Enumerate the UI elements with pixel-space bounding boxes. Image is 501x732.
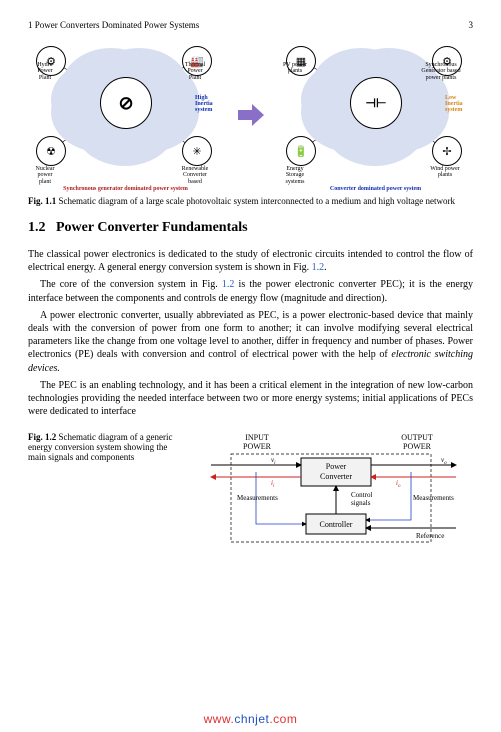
svg-text:io: io: [396, 479, 401, 489]
system-label-left: Synchronous generator dominated power sy…: [28, 186, 223, 192]
node-label: RenewableConverterbased: [174, 166, 216, 185]
running-head: 1 Power Converters Dominated Power Syste…: [28, 20, 473, 30]
node-label: ThermalPowerPlant: [174, 62, 216, 81]
center-node-right: ⊣⊢: [350, 77, 402, 129]
inertia-label-left: High Inertia system: [195, 95, 225, 113]
paragraph: The core of the conversion system in Fig…: [28, 278, 473, 304]
node-icon: ✳: [182, 136, 212, 166]
svg-text:POWER: POWER: [243, 442, 272, 451]
svg-text:Control: Control: [351, 491, 372, 499]
center-node-left: ⊘: [100, 77, 152, 129]
svg-text:ii: ii: [271, 479, 275, 489]
inertia-label-right: Low Inertia system: [445, 95, 475, 113]
node-icon: ☢: [36, 136, 66, 166]
svg-text:Measurements: Measurements: [413, 494, 454, 502]
svg-text:Measurements: Measurements: [237, 494, 278, 502]
watermark: www.chnjet.com: [0, 712, 501, 726]
node-label: SynchronousGenerator basedpower plants: [420, 62, 462, 81]
node-label: Wind powerplants: [424, 166, 466, 179]
svg-text:INPUT: INPUT: [245, 433, 269, 442]
svg-text:Power: Power: [325, 462, 346, 471]
svg-text:signals: signals: [351, 499, 371, 507]
svg-text:Converter: Converter: [320, 472, 352, 481]
svg-text:POWER: POWER: [403, 442, 432, 451]
fig1-left-diagram: ⊘ High Inertia system Synchronous genera…: [28, 40, 223, 190]
svg-text:OUTPUT: OUTPUT: [401, 433, 433, 442]
node-label: HydroPowerPlant: [24, 62, 66, 81]
figure-1-1: ⊘ High Inertia system Synchronous genera…: [28, 40, 473, 190]
node-icon: ✢: [432, 136, 462, 166]
figure-1-2-diagram: INPUT POWER OUTPUT POWER Power Converter…: [188, 432, 473, 547]
transition-arrow-icon: [236, 100, 266, 130]
paragraph: The PEC is an enabling technology, and i…: [28, 379, 473, 419]
node-label: Nuclearpowerplant: [24, 166, 66, 185]
figure-1-1-caption: Fig. 1.1 Schematic diagram of a large sc…: [28, 196, 473, 206]
paragraph: The classical power electronics is dedic…: [28, 248, 473, 274]
body-text: The classical power electronics is dedic…: [28, 248, 473, 418]
system-label-right: Converter dominated power system: [278, 186, 473, 192]
svg-text:Reference: Reference: [416, 532, 444, 540]
node-label: EnergyStoragesystems: [274, 166, 316, 185]
figure-1-2: Fig. 1.2 Schematic diagram of a generic …: [28, 432, 473, 547]
node-label: PV powerplants: [274, 62, 316, 75]
node-icon: 🔋: [286, 136, 316, 166]
figure-1-2-caption: Fig. 1.2 Schematic diagram of a generic …: [28, 432, 178, 547]
svg-text:Controller: Controller: [319, 520, 352, 529]
runhead-left: 1 Power Converters Dominated Power Syste…: [28, 20, 199, 30]
paragraph: A power electronic converter, usually ab…: [28, 309, 473, 375]
page-number: 3: [469, 20, 474, 30]
fig1-right-diagram: ⊣⊢ Low Inertia system Converter dominate…: [278, 40, 473, 190]
section-heading: 1.2 Power Converter Fundamentals: [28, 220, 473, 236]
